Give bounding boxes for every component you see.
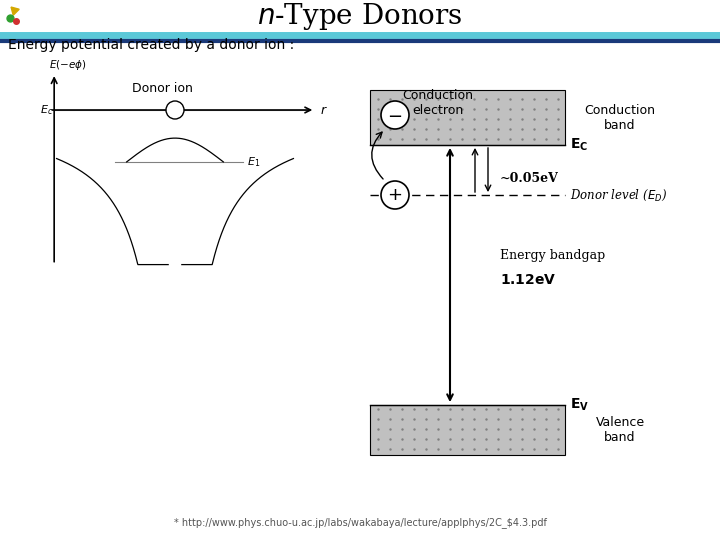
Text: $-$: $-$ — [387, 106, 402, 124]
Bar — [370, 90, 565, 145]
Text: Donor ion: Donor ion — [132, 82, 194, 95]
Text: Donor level ($E_D$): Donor level ($E_D$) — [570, 187, 667, 202]
Circle shape — [166, 101, 184, 119]
Text: Valence
band: Valence band — [595, 416, 644, 444]
Text: $+$: $+$ — [387, 186, 402, 204]
Text: $E(-e\phi)$: $E(-e\phi)$ — [50, 58, 87, 72]
Text: ~0.05eV: ~0.05eV — [500, 172, 559, 185]
Text: * http://www.phys.chuo-u.ac.jp/labs/wakabaya/lecture/applphys/2C_$4.3.pdf: * http://www.phys.chuo-u.ac.jp/labs/waka… — [174, 517, 546, 528]
Text: $E_1$: $E_1$ — [248, 155, 261, 169]
Text: $\mathbf{1.12eV}$: $\mathbf{1.12eV}$ — [500, 273, 557, 287]
Circle shape — [381, 101, 409, 129]
Text: Energy bandgap: Energy bandgap — [500, 248, 606, 261]
Text: Conduction
band: Conduction band — [585, 104, 655, 132]
Bar — [370, 405, 565, 455]
Text: $\mathbf{E_C}$: $\mathbf{E_C}$ — [570, 137, 588, 153]
Text: $E_c$: $E_c$ — [40, 103, 53, 117]
Text: Energy potential created by a donor ion :: Energy potential created by a donor ion … — [8, 38, 294, 52]
Text: $n$-Type Donors: $n$-Type Donors — [257, 2, 463, 32]
Text: $r$: $r$ — [320, 104, 328, 117]
Text: Conduction
electron: Conduction electron — [402, 89, 474, 117]
Circle shape — [381, 181, 409, 209]
Text: $\mathbf{E_V}$: $\mathbf{E_V}$ — [570, 397, 589, 413]
